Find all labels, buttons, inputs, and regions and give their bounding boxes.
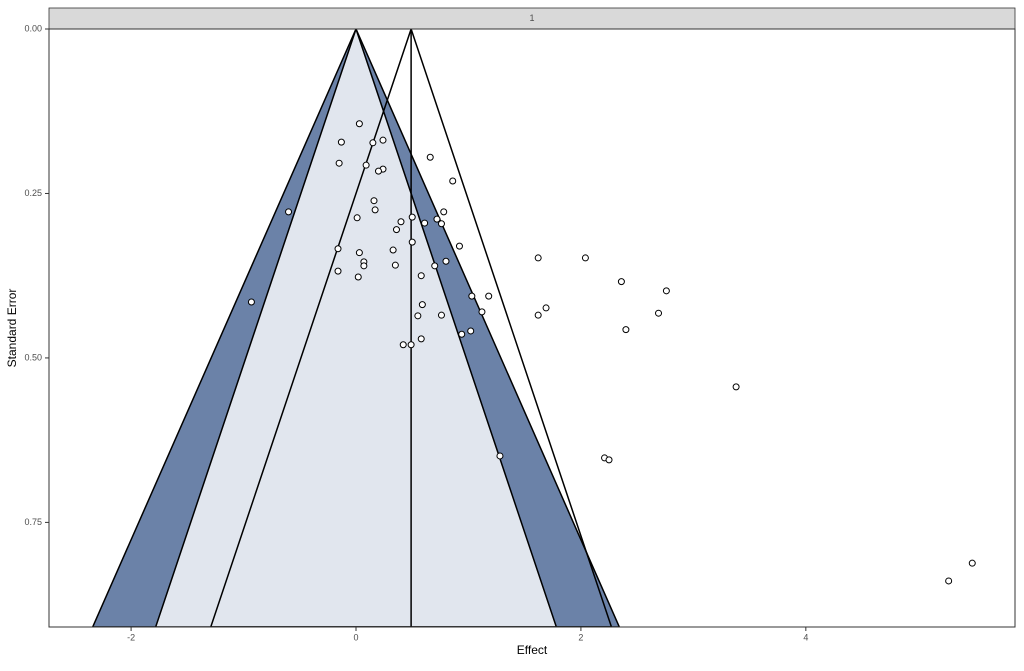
plot-area: [91, 29, 976, 627]
study-point: [662, 287, 670, 295]
study-point: [399, 341, 407, 349]
study-point: [622, 326, 630, 334]
study-point: [362, 161, 370, 169]
study-point: [408, 238, 416, 246]
study-point: [391, 261, 399, 269]
study-point: [945, 577, 953, 585]
x-tick-label: -2: [127, 632, 135, 642]
study-point: [617, 278, 625, 286]
study-point: [467, 327, 475, 335]
study-point: [440, 208, 448, 216]
study-point: [534, 311, 542, 319]
study-point: [421, 219, 429, 227]
study-point: [478, 308, 486, 316]
study-point: [360, 262, 368, 270]
study-point: [437, 220, 445, 228]
study-point: [369, 139, 377, 147]
study-point: [655, 309, 663, 317]
y-tick-label: 0.00: [24, 23, 42, 33]
study-point: [389, 246, 397, 254]
study-point: [496, 452, 504, 460]
study-point: [371, 206, 379, 214]
study-point: [337, 138, 345, 146]
study-point: [534, 254, 542, 262]
study-point: [334, 245, 342, 253]
panel-label: 1: [529, 13, 534, 23]
study-point: [408, 213, 416, 221]
study-point: [370, 197, 378, 205]
study-point: [485, 292, 493, 300]
x-axis-title: Effect: [517, 643, 548, 657]
y-tick-label: 0.75: [24, 517, 42, 527]
study-point: [732, 383, 740, 391]
study-point: [437, 311, 445, 319]
x-tick-label: 0: [353, 632, 358, 642]
study-point: [334, 267, 342, 275]
study-point: [392, 226, 400, 234]
y-tick-label: 0.50: [24, 352, 42, 362]
study-point: [605, 456, 613, 464]
study-point: [417, 272, 425, 280]
study-point: [581, 254, 589, 262]
study-point: [442, 257, 450, 265]
study-point: [247, 298, 255, 306]
study-point: [414, 312, 422, 320]
study-point: [353, 214, 361, 222]
study-point: [355, 249, 363, 257]
funnel-band: [154, 29, 558, 627]
x-tick-label: 2: [578, 632, 583, 642]
study-point: [285, 208, 293, 216]
study-point: [542, 304, 550, 312]
study-point: [374, 167, 382, 175]
panel-border: [48, 28, 1016, 628]
study-point: [355, 120, 363, 128]
y-axis-title: Standard Error: [5, 289, 19, 368]
study-point: [468, 292, 476, 300]
study-point: [426, 153, 434, 161]
study-point: [433, 215, 441, 223]
study-point: [354, 273, 362, 281]
study-point: [417, 335, 425, 343]
study-point: [397, 218, 405, 226]
study-point: [968, 559, 976, 567]
study-point: [455, 242, 463, 250]
x-tick-label: 4: [803, 632, 808, 642]
study-point: [407, 341, 415, 349]
study-point: [431, 262, 439, 270]
study-point: [458, 330, 466, 338]
study-point: [335, 159, 343, 167]
study-point: [418, 301, 426, 309]
study-point: [449, 177, 457, 185]
study-point: [379, 136, 387, 144]
funnel-band: [209, 29, 613, 627]
y-tick-label: 0.25: [24, 188, 42, 198]
